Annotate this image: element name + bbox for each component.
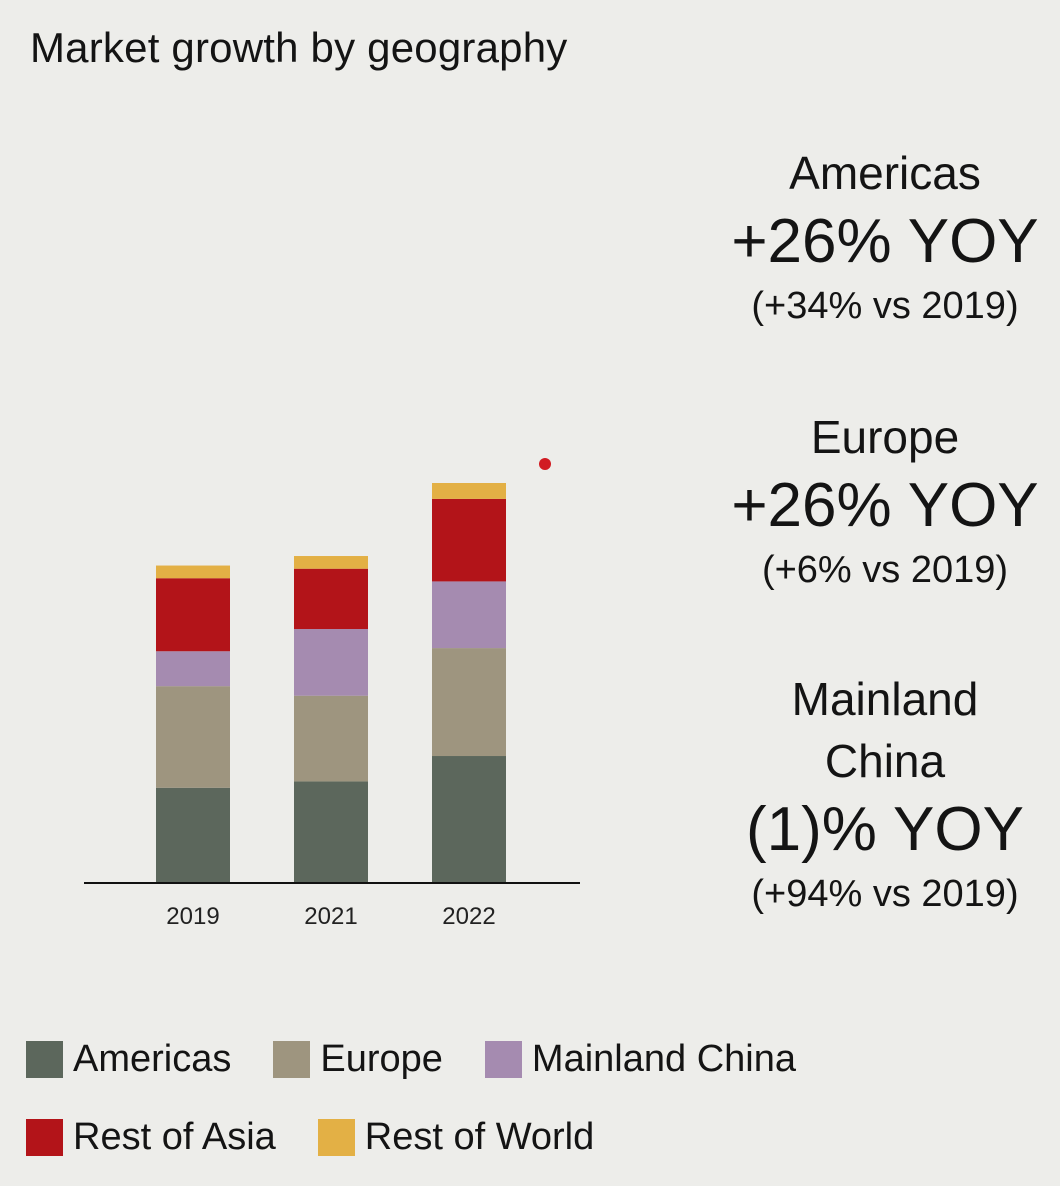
stat-yoy: +26% YOY	[731, 207, 1039, 276]
stat-vs-2019: (+94% vs 2019)	[751, 873, 1019, 915]
stat-vs-2019: (+34% vs 2019)	[751, 285, 1019, 327]
legend-item-rest-of-asia: Rest of Asia	[26, 1116, 276, 1159]
bar-segment-europe-2022	[432, 648, 506, 757]
legend-item-americas: Americas	[26, 1038, 231, 1081]
bar-segment-americas-2022	[432, 756, 506, 883]
stacked-bar-chart: 2019 2021 2022	[84, 458, 580, 930]
x-tick-label: 2019	[166, 903, 219, 930]
legend-swatch	[26, 1118, 63, 1156]
legend-swatch	[273, 1040, 311, 1078]
bar-segment-mainland-china-2022	[432, 581, 506, 649]
bar-segment-rest-of-world-2022	[432, 483, 506, 499]
stat-americas: Americas +26% YOY (+34% vs 2019)	[700, 142, 1060, 332]
legend-label: Rest of Asia	[73, 1115, 276, 1158]
bar-segment-mainland-china-2019	[156, 651, 230, 687]
legend-label: Europe	[320, 1037, 443, 1080]
stat-region: Europe	[810, 411, 960, 463]
x-tick-label: 2022	[442, 903, 495, 930]
bar-segment-americas-2019	[156, 787, 230, 883]
legend-label: Americas	[73, 1037, 232, 1080]
stat-region: Mainland China	[791, 673, 979, 787]
bar-segment-rest-of-asia-2022	[432, 498, 506, 582]
stat-region: Americas	[789, 147, 981, 199]
legend-swatch	[26, 1040, 63, 1078]
legend-label: Rest of World	[364, 1115, 595, 1158]
stat-yoy: (1)% YOY	[746, 795, 1024, 864]
bar-segment-mainland-china-2021	[294, 629, 368, 696]
legend-swatch	[317, 1118, 355, 1156]
chart-legend: Americas Europe Mainland China Rest of A…	[26, 1030, 1026, 1186]
legend-item-mainland-china: Mainland China	[484, 1037, 796, 1081]
bar-segment-europe-2019	[156, 686, 230, 788]
stat-vs-2019: (+6% vs 2019)	[761, 549, 1009, 591]
bar-segment-rest-of-world-2019	[156, 565, 230, 579]
chart-title: Market growth by geography	[30, 24, 568, 71]
legend-label: Mainland China	[531, 1037, 796, 1080]
legend-item-europe: Europe	[273, 1038, 443, 1081]
stat-mainland-china: Mainland China (1)% YOY (+94% vs 2019)	[700, 668, 1060, 920]
legend-item-rest-of-world: Rest of World	[317, 1115, 595, 1159]
bar-segment-europe-2021	[294, 695, 368, 782]
legend-swatch	[484, 1040, 522, 1078]
x-tick-label: 2021	[304, 903, 357, 930]
stat-yoy: +26% YOY	[731, 471, 1039, 540]
bar-segment-rest-of-world-2021	[294, 556, 368, 569]
annotation-dot	[539, 458, 551, 470]
bar-segment-rest-of-asia-2021	[294, 568, 368, 630]
bar-segment-americas-2021	[294, 781, 368, 883]
stat-europe: Europe +26% YOY (+6% vs 2019)	[700, 406, 1060, 596]
bar-segment-rest-of-asia-2019	[156, 578, 230, 652]
